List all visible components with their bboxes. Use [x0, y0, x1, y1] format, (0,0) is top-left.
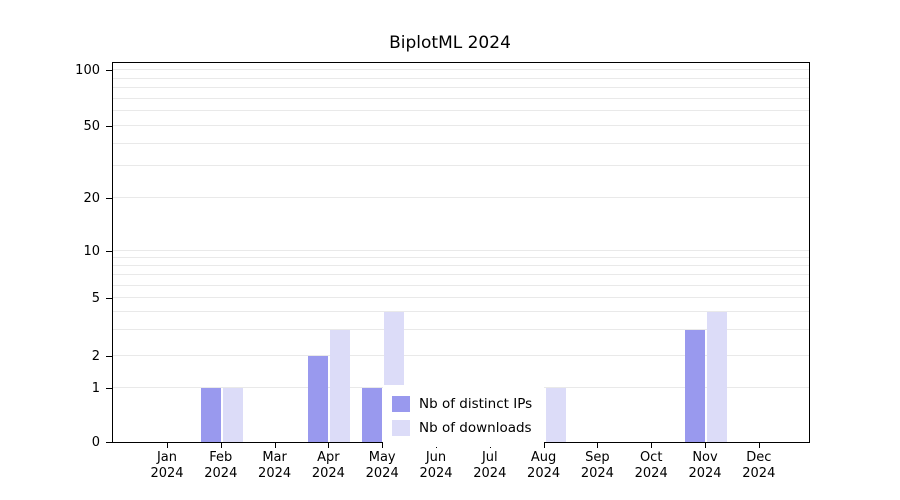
gridline	[113, 110, 809, 112]
y-axis-label: 50	[83, 119, 100, 134]
gridline	[113, 284, 809, 286]
bar-distinct-ips-nov	[685, 330, 705, 442]
y-axis-tick	[106, 442, 112, 443]
gridline	[113, 87, 809, 89]
x-axis-tick	[651, 443, 653, 448]
y-axis-label: 100	[75, 63, 100, 78]
gridline	[113, 257, 809, 259]
plot-area: Nb of distinct IPs Nb of downloads	[112, 62, 810, 447]
x-axis-label-nov: Nov 2024	[688, 450, 722, 481]
y-axis-tick	[106, 251, 112, 252]
x-axis-tick	[328, 443, 330, 448]
gridline	[113, 97, 809, 99]
x-axis-label-jul: Jul 2024	[473, 450, 507, 481]
y-axis-tick	[106, 298, 112, 299]
x-axis-tick	[167, 443, 168, 448]
y-axis-tick	[106, 356, 112, 357]
x-axis-tick	[382, 443, 384, 448]
x-axis-tick	[597, 443, 599, 448]
y-axis-label: 1	[91, 381, 100, 396]
legend: Nb of distinct IPs Nb of downloads	[383, 385, 545, 447]
bar-downloads-apr	[330, 330, 351, 442]
gridline	[113, 250, 809, 251]
bar-downloads-feb	[222, 388, 243, 442]
x-axis-tick	[274, 443, 276, 448]
y-axis-tick	[106, 126, 112, 127]
gridline	[113, 311, 809, 313]
gridline	[113, 69, 809, 70]
x-axis-label-dec: Dec 2024	[742, 450, 776, 481]
chart-title: BiplotML 2024	[389, 33, 511, 53]
y-axis-label: 0	[91, 435, 100, 450]
legend-item-downloads: Nb of downloads	[392, 416, 532, 440]
gridline	[113, 142, 809, 144]
bar-distinct-ips-apr	[308, 356, 329, 442]
y-axis-tick	[106, 198, 112, 199]
y-axis-label: 10	[83, 244, 100, 259]
gridline	[113, 197, 809, 198]
x-axis-label-may: May 2024	[365, 450, 399, 481]
x-axis-label-jan: Jan 2024	[150, 450, 184, 481]
x-axis-tick	[705, 443, 706, 448]
y-axis-tick	[106, 70, 112, 71]
gridline	[113, 274, 809, 276]
x-axis-tick	[758, 443, 760, 448]
bar-distinct-ips-may	[362, 388, 383, 442]
gridline	[113, 265, 809, 267]
legend-item-distinct-ips: Nb of distinct IPs	[392, 392, 532, 416]
y-axis-label: 2	[91, 349, 100, 364]
x-axis-label-mar: Mar 2024	[258, 450, 292, 481]
gridline	[113, 165, 809, 167]
y-axis-label: 20	[83, 191, 100, 206]
legend-label-downloads: Nb of downloads	[419, 420, 532, 436]
legend-swatch-distinct-ips	[392, 396, 410, 412]
x-axis-label-apr: Apr 2024	[311, 450, 345, 481]
x-axis-label-feb: Feb 2024	[204, 450, 238, 481]
gridline	[113, 329, 809, 331]
x-axis-label-jun: Jun 2024	[419, 450, 453, 481]
bar-downloads-nov	[707, 312, 727, 442]
legend-label-distinct-ips: Nb of distinct IPs	[419, 396, 533, 412]
gridline	[113, 297, 809, 298]
y-axis-label: 5	[91, 291, 100, 306]
x-axis-label-sep: Sep 2024	[580, 450, 614, 481]
x-axis-tick	[220, 443, 222, 448]
x-axis-label-oct: Oct 2024	[634, 450, 668, 481]
x-axis-label-aug: Aug 2024	[527, 450, 561, 481]
bar-downloads-aug	[545, 388, 566, 442]
gridline	[113, 77, 809, 79]
gridline	[113, 355, 809, 356]
gridline	[113, 125, 809, 126]
legend-swatch-downloads	[392, 420, 410, 436]
y-axis-tick	[106, 388, 112, 389]
bar-distinct-ips-feb	[200, 388, 221, 442]
